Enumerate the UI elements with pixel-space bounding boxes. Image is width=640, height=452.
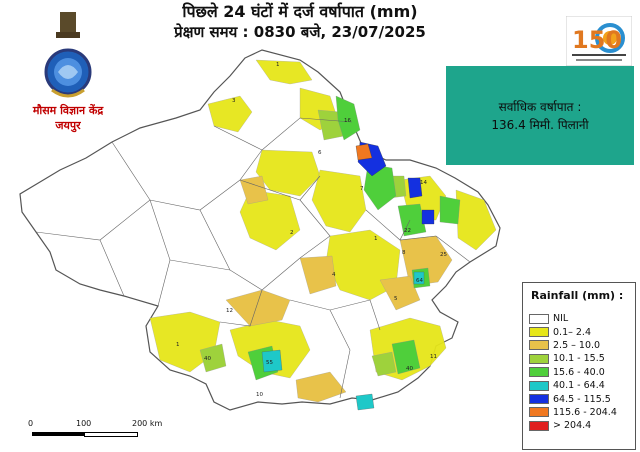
legend-swatch xyxy=(529,420,549,431)
legend-item: 2.5 – 10.0 xyxy=(529,339,635,352)
anniversary-logo-icon: 150 xyxy=(565,15,633,67)
scale-label-200: 200 km xyxy=(132,419,163,428)
legend-item: > 204.4 xyxy=(529,419,635,432)
legend-label: 40.1 - 64.4 xyxy=(553,380,605,392)
legend-title: Rainfall (mm) : xyxy=(531,289,624,302)
legend-label: 2.5 – 10.0 xyxy=(553,339,601,351)
station-value: 3 xyxy=(232,98,236,104)
office-line-1: मौसम विज्ञान केंद्र xyxy=(32,104,104,117)
rainfall-10-1-15-5-areas xyxy=(199,109,407,377)
station-value: 16 xyxy=(344,118,351,124)
station-value: 1 xyxy=(176,342,180,348)
legend-label: 64.5 - 115.5 xyxy=(553,393,611,405)
imd-emblem-icon xyxy=(44,12,92,98)
scale-label-0: 0 xyxy=(28,419,34,428)
legend-swatch xyxy=(529,340,549,351)
legend-item: 15.6 - 40.0 xyxy=(529,366,635,379)
legend-swatch xyxy=(529,407,549,418)
legend-swatch xyxy=(529,327,549,338)
station-value: 4 xyxy=(332,272,336,278)
legend-label: 15.6 - 40.0 xyxy=(553,366,605,378)
station-value: 7 xyxy=(360,186,364,192)
office-line-2: जयपुर xyxy=(55,119,81,132)
district-boundaries xyxy=(35,117,471,399)
max-rainfall-label: सर्वाधिक वर्षापात : xyxy=(498,99,582,114)
scale-label-100: 100 xyxy=(76,419,92,428)
station-value: 6 xyxy=(318,150,322,156)
legend-swatch xyxy=(529,313,549,324)
station-value: 12 xyxy=(226,308,233,314)
station-value: 22 xyxy=(404,228,411,234)
legend-label: 10.1 - 15.5 xyxy=(553,353,605,365)
title-line-2: प्रेक्षण समय : 0830 बजे, 23/07/2025 xyxy=(174,23,426,41)
legend-item: NIL xyxy=(529,312,635,325)
title-line-1: पिछले 24 घंटों में दर्ज वर्षापात (mm) xyxy=(182,2,418,21)
max-rainfall-value: 136.4 मिमी. पिलानी xyxy=(491,117,589,132)
station-value: 14 xyxy=(420,180,427,186)
legend-swatch xyxy=(529,367,549,378)
legend-item: 10.1 - 15.5 xyxy=(529,352,635,365)
station-value: 8 xyxy=(402,250,406,256)
rainfall-legend: Rainfall (mm) : NIL 0.1– 2.4 2.5 – 10.0 … xyxy=(522,282,636,450)
station-value: 11 xyxy=(430,354,437,360)
station-value: 5 xyxy=(394,296,398,302)
anniversary-number: 150 xyxy=(572,26,622,54)
station-value: 10 xyxy=(256,392,263,398)
station-value: 1 xyxy=(276,62,280,68)
legend-swatch xyxy=(529,353,549,364)
legend-swatch xyxy=(529,380,549,391)
scale-bar: 0 100 200 km xyxy=(28,416,168,446)
rainfall-115-6-204-4-area xyxy=(355,143,373,161)
station-value: 2 xyxy=(290,230,294,236)
legend-label: > 204.4 xyxy=(553,420,592,432)
station-value: 25 xyxy=(440,252,447,258)
office-name: मौसम विज्ञान केंद्र जयपुर xyxy=(8,103,128,133)
legend-label: 0.1– 2.4 xyxy=(553,326,591,338)
imd-150-years-logo: 150 xyxy=(565,15,633,67)
legend-item: 115.6 - 204.4 xyxy=(529,406,635,419)
legend-swatch xyxy=(529,394,549,405)
station-value: 40 xyxy=(406,366,413,372)
legend-label: 115.6 - 204.4 xyxy=(553,406,617,418)
map-title: पिछले 24 घंटों में दर्ज वर्षापात (mm) प्… xyxy=(150,2,450,42)
legend-item: 40.1 - 64.4 xyxy=(529,379,635,392)
station-value: 64 xyxy=(416,278,423,284)
scale-bar-segment-2 xyxy=(84,432,138,437)
station-value: 1 xyxy=(374,236,378,242)
legend-item: 64.5 - 115.5 xyxy=(529,392,635,405)
station-value: 55 xyxy=(266,360,273,366)
rainfall-40-1-64-4-areas xyxy=(261,271,425,411)
legend-item: 0.1– 2.4 xyxy=(529,325,635,338)
max-rainfall-box: सर्वाधिक वर्षापात : 136.4 मिमी. पिलानी xyxy=(446,66,634,165)
station-value: 40 xyxy=(204,356,211,362)
legend-label: NIL xyxy=(553,313,569,325)
scale-bar-segment-1 xyxy=(32,432,84,436)
